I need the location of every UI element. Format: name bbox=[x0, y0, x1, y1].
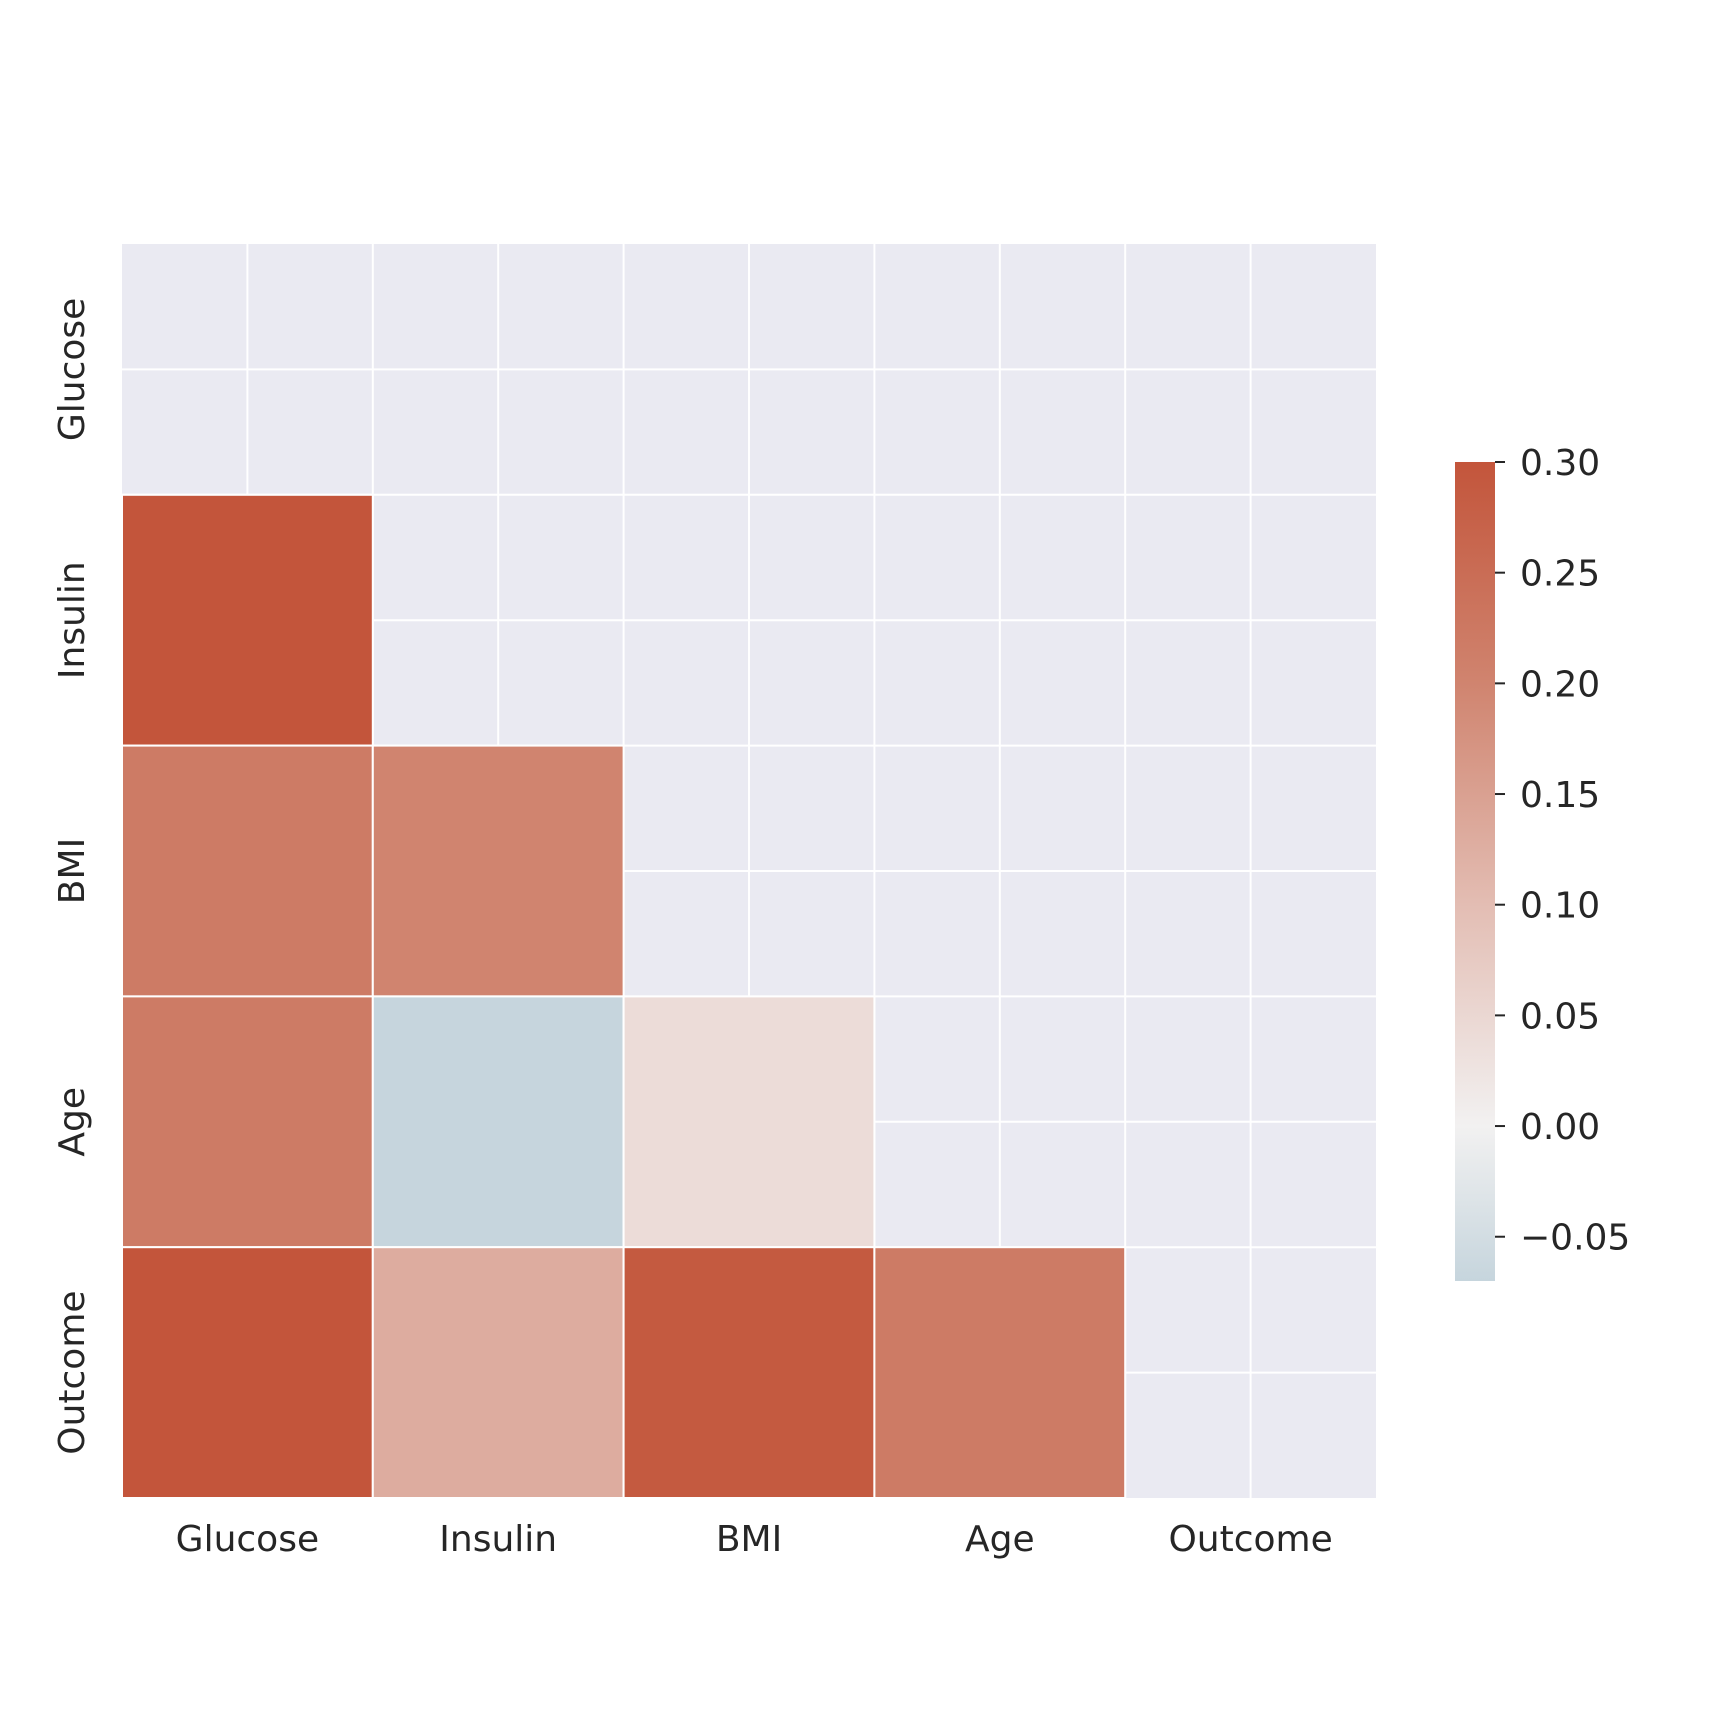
colorbar-gradient bbox=[1455, 462, 1495, 1281]
colorbar-tick-label: 0.10 bbox=[1520, 886, 1600, 927]
colorbar-tick-label: 0.05 bbox=[1520, 996, 1600, 1037]
y-tick-label-bmi: BMI bbox=[52, 838, 93, 904]
x-tick-labels: Glucose Insulin BMI Age Outcome bbox=[176, 1519, 1333, 1560]
colorbar-tick-label: 0.00 bbox=[1520, 1107, 1600, 1148]
heatmap-cell-outcome-insulin bbox=[371, 1246, 625, 1499]
y-tick-label-glucose: Glucose bbox=[52, 298, 93, 441]
x-tick-label-outcome: Outcome bbox=[1168, 1519, 1332, 1560]
x-tick-label-bmi: BMI bbox=[716, 1519, 782, 1560]
colorbar-tick-label: 0.30 bbox=[1520, 443, 1600, 484]
heatmap-cell-age-bmi bbox=[622, 995, 876, 1249]
y-tick-label-age: Age bbox=[52, 1087, 93, 1157]
colorbar: −0.05 0.00 0.05 0.10 0.15 0.20 0.25 0.30 bbox=[1455, 443, 1630, 1281]
colorbar-tick-label: 0.25 bbox=[1520, 554, 1600, 595]
heatmap-cell-outcome-age bbox=[873, 1246, 1127, 1499]
heatmap-cell-outcome-glucose bbox=[121, 1246, 374, 1499]
heatmap-cell-insulin-glucose bbox=[121, 493, 374, 747]
y-tick-labels: Glucose Insulin BMI Age Outcome bbox=[52, 298, 93, 1455]
heatmap-cell-outcome-bmi bbox=[622, 1246, 876, 1499]
y-tick-label-insulin: Insulin bbox=[52, 561, 93, 679]
y-tick-label-outcome: Outcome bbox=[52, 1290, 93, 1454]
x-tick-label-glucose: Glucose bbox=[176, 1519, 319, 1560]
heatmap-cells bbox=[121, 493, 1127, 1499]
colorbar-tick-label: −0.05 bbox=[1520, 1218, 1630, 1259]
colorbar-tick-label: 0.15 bbox=[1520, 775, 1600, 816]
colorbar-tick-label: 0.20 bbox=[1520, 664, 1600, 705]
heatmap-cell-age-insulin bbox=[371, 995, 625, 1249]
x-tick-label-age: Age bbox=[965, 1519, 1035, 1560]
heatmap-cell-bmi-insulin bbox=[371, 744, 625, 998]
x-tick-label-insulin: Insulin bbox=[439, 1519, 557, 1560]
heatmap-cell-bmi-glucose bbox=[121, 744, 374, 998]
heatmap-cell-age-glucose bbox=[121, 995, 374, 1249]
